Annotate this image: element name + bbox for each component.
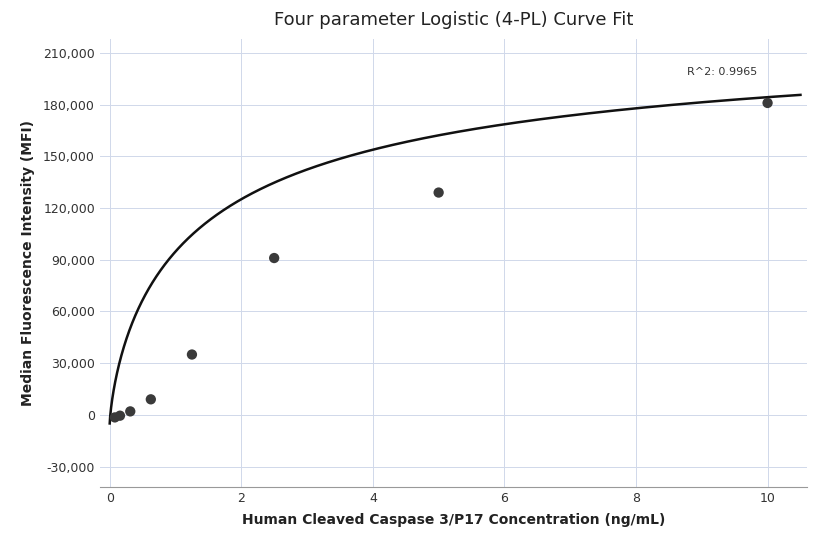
Point <box>432 188 445 197</box>
Point <box>108 413 121 422</box>
Point <box>124 407 137 416</box>
Point <box>268 254 281 263</box>
Text: R^2: 0.9965: R^2: 0.9965 <box>687 67 758 77</box>
Point <box>113 411 126 420</box>
Point <box>144 395 157 404</box>
Title: Four parameter Logistic (4-PL) Curve Fit: Four parameter Logistic (4-PL) Curve Fit <box>274 11 633 29</box>
Point <box>761 99 775 108</box>
Point <box>186 350 199 359</box>
Y-axis label: Median Fluorescence Intensity (MFI): Median Fluorescence Intensity (MFI) <box>21 120 35 406</box>
X-axis label: Human Cleaved Caspase 3/P17 Concentration (ng/mL): Human Cleaved Caspase 3/P17 Concentratio… <box>242 514 665 528</box>
